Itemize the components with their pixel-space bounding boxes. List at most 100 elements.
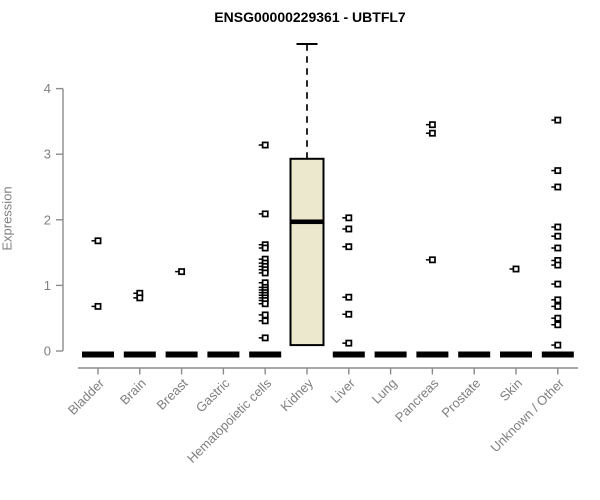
category-label: Skin — [497, 376, 525, 404]
outlier-point — [342, 293, 353, 301]
outlier-square — [94, 237, 102, 245]
y-tick-label: 4 — [44, 81, 51, 96]
outlier-square — [261, 210, 269, 218]
outlier-point — [551, 167, 562, 175]
zero-boxplot — [165, 351, 198, 358]
outlier-square — [261, 141, 269, 149]
category-label: Prostate — [438, 376, 483, 421]
outlier-point — [551, 341, 562, 349]
outlier-point — [91, 302, 102, 310]
outlier-square — [178, 268, 186, 276]
outlier-point — [425, 129, 436, 137]
outlier-point — [258, 141, 269, 149]
zero-boxplot — [458, 351, 491, 358]
outlier-square — [261, 334, 269, 342]
outlier-square — [261, 269, 269, 277]
outlier-point — [425, 256, 436, 264]
y-tick-label: 3 — [44, 147, 51, 162]
outlier-point — [551, 321, 562, 329]
outlier-point — [342, 243, 353, 251]
outlier-point — [342, 225, 353, 233]
outlier-point — [551, 232, 562, 240]
outlier-square — [554, 232, 562, 240]
category-label: Lung — [369, 376, 400, 407]
outlier-square — [554, 302, 562, 310]
outlier-point — [258, 244, 269, 252]
outlier-point — [551, 261, 562, 269]
outlier-point — [551, 183, 562, 191]
zero-boxplot — [332, 351, 365, 358]
outlier-square — [428, 256, 436, 264]
outlier-point — [342, 310, 353, 318]
outlier-square — [94, 302, 102, 310]
outlier-square — [554, 223, 562, 231]
outlier-point — [342, 214, 353, 222]
outlier-point — [258, 311, 269, 319]
outlier-point — [551, 116, 562, 124]
category-label: Pancreas — [392, 375, 442, 425]
category-label: Brain — [117, 376, 149, 408]
outlier-point — [258, 269, 269, 277]
outlier-square — [345, 225, 353, 233]
outlier-square — [554, 314, 562, 322]
iqr-box — [289, 157, 325, 347]
outlier-square — [261, 244, 269, 252]
y-tick-label: 1 — [44, 278, 51, 293]
outlier-square — [345, 243, 353, 251]
outlier-point — [258, 210, 269, 218]
boxplot-kidney — [289, 42, 325, 347]
outlier-square — [554, 321, 562, 329]
outlier-square — [428, 129, 436, 137]
outlier-square — [554, 116, 562, 124]
outlier-point — [425, 121, 436, 129]
outlier-square — [261, 311, 269, 319]
category-label: Breast — [154, 375, 191, 412]
outlier-point — [551, 280, 562, 288]
y-tick-label: 0 — [44, 344, 51, 359]
outlier-point — [342, 339, 353, 347]
outlier-square — [554, 261, 562, 269]
zero-boxplot — [541, 351, 574, 358]
outlier-point — [175, 268, 186, 276]
outlier-point — [551, 223, 562, 231]
y-axis: 0 1 2 3 4 — [44, 81, 64, 359]
outlier-point — [258, 317, 269, 325]
category-label: Liver — [327, 375, 358, 406]
outlier-point — [551, 302, 562, 310]
category-label: Kidney — [277, 375, 316, 414]
outlier-point — [133, 294, 144, 302]
outlier-point — [258, 300, 269, 308]
outlier-point — [258, 334, 269, 342]
outlier-square — [512, 265, 520, 273]
y-tick-label: 2 — [44, 212, 51, 227]
category-label: Gastric — [193, 375, 233, 415]
outlier-square — [345, 339, 353, 347]
outlier-square — [554, 341, 562, 349]
zero-boxplot — [82, 351, 114, 358]
chart-title: ENSG00000229361 - UBTFL7 — [214, 9, 406, 25]
outlier-square — [345, 310, 353, 318]
outlier-square — [554, 280, 562, 288]
outlier-square — [554, 167, 562, 175]
outlier-square — [554, 183, 562, 191]
outlier-point — [551, 296, 562, 304]
zero-boxplot — [207, 351, 240, 358]
outlier-square — [261, 317, 269, 325]
category-label: Bladder — [65, 375, 108, 418]
outlier-point — [91, 237, 102, 245]
outlier-square — [261, 300, 269, 308]
zero-boxplot — [123, 351, 156, 358]
outlier-point — [509, 265, 520, 273]
outlier-square — [345, 293, 353, 301]
outlier-square — [136, 294, 144, 302]
outlier-square — [345, 214, 353, 222]
outlier-square — [428, 121, 436, 129]
category-label: Unknown / Other — [487, 375, 567, 455]
median-line — [290, 219, 324, 225]
zero-boxplot — [500, 351, 532, 358]
outlier-point — [551, 244, 562, 252]
outlier-square — [554, 244, 562, 252]
